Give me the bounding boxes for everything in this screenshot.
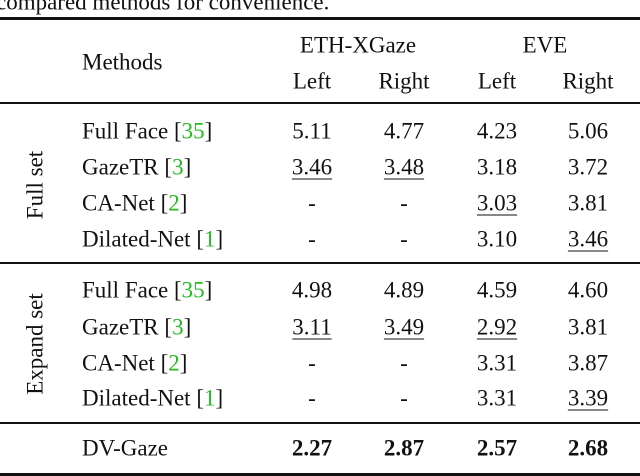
bottom-rule	[0, 473, 640, 476]
cell: 4.23	[476, 118, 518, 144]
dataset-header: EVE	[522, 32, 568, 58]
cell: 3.81	[567, 190, 609, 216]
cite-ref: 35	[181, 118, 205, 144]
cell: 4.89	[383, 277, 425, 303]
cell: 3.72	[567, 154, 609, 180]
final-cell: 2.27	[291, 435, 333, 461]
method-text: GazeTR	[82, 314, 165, 340]
cite-ref: 35	[181, 277, 205, 303]
cite-close: ]	[183, 154, 192, 180]
dataset-header: ETH-XGaze	[299, 32, 417, 58]
cite-close: ]	[183, 314, 192, 340]
cell: 3.10	[476, 226, 518, 252]
cell: -	[308, 226, 316, 252]
cite-ref: 1	[204, 385, 216, 411]
cite-open: [	[164, 154, 173, 180]
cite-open: [	[160, 350, 169, 376]
group-label: Full set	[22, 150, 48, 220]
method-name: Full Face [35]	[82, 279, 212, 302]
method-name: Dilated-Net [1]	[82, 228, 223, 251]
cell: 4.60	[567, 277, 609, 303]
cell: -	[308, 350, 316, 376]
methods-header: Methods	[82, 49, 163, 75]
cell: 3.31	[476, 350, 518, 376]
group-rule	[0, 262, 640, 264]
cite-open: [	[164, 314, 173, 340]
eye-header: Right	[378, 68, 430, 94]
group-label: Expand set	[22, 293, 48, 395]
cell: -	[400, 350, 408, 376]
method-text: CA-Net	[82, 350, 161, 376]
cell: -	[400, 226, 408, 252]
cell: 3.46	[291, 154, 333, 180]
cite-close: ]	[215, 385, 224, 411]
cite-ref: 1	[204, 226, 216, 252]
method-name: GazeTR [3]	[82, 156, 191, 179]
cite-ref: 2	[168, 190, 180, 216]
method-text: CA-Net	[82, 190, 161, 216]
cite-open: [	[196, 226, 204, 252]
final-cell: 2.57	[476, 435, 518, 461]
cell: 3.03	[476, 190, 518, 216]
cell: 3.48	[383, 154, 425, 180]
cell: -	[308, 385, 316, 411]
cite-close: ]	[215, 226, 224, 252]
cell: -	[308, 190, 316, 216]
cell: 4.98	[291, 277, 333, 303]
cite-close: ]	[204, 277, 213, 303]
eye-header: Right	[562, 68, 614, 94]
method-text: Full Face	[82, 118, 174, 144]
cite-open: [	[174, 118, 182, 144]
method-text: Dilated-Net	[82, 226, 197, 252]
method-name: Full Face [35]	[82, 120, 212, 143]
cite-close: ]	[179, 190, 188, 216]
cite-close: ]	[179, 350, 188, 376]
method-name: Dilated-Net [1]	[82, 387, 223, 410]
cite-close: ]	[204, 118, 213, 144]
cite-open: [	[196, 385, 204, 411]
method-text: Dilated-Net	[82, 385, 197, 411]
cite-open: [	[160, 190, 169, 216]
cell: 2.92	[476, 314, 518, 340]
cell: 3.87	[567, 350, 609, 376]
cell: 3.81	[567, 314, 609, 340]
cite-open: [	[174, 277, 182, 303]
cell: 3.18	[476, 154, 518, 180]
cell: 4.59	[476, 277, 518, 303]
cell: 5.11	[292, 118, 332, 144]
cell: 3.49	[383, 314, 425, 340]
top-rule	[0, 17, 640, 20]
eye-header: Left	[292, 68, 332, 94]
method-text: Full Face	[82, 277, 174, 303]
cell: 3.46	[567, 226, 609, 252]
caption-fragment: compared methods for convenience.	[0, 0, 330, 15]
eye-header: Left	[477, 68, 517, 94]
final-cell: 2.87	[383, 435, 425, 461]
final-rule	[0, 422, 640, 424]
cell: 3.31	[476, 385, 518, 411]
method-text: GazeTR	[82, 154, 165, 180]
method-name: CA-Net [2]	[82, 192, 187, 215]
cell: 4.77	[383, 118, 425, 144]
cell: 5.06	[567, 118, 609, 144]
cell: 3.39	[567, 385, 609, 411]
cell: -	[400, 190, 408, 216]
method-name: GazeTR [3]	[82, 316, 191, 339]
cell: 3.11	[292, 314, 332, 340]
final-cell: 2.68	[567, 435, 609, 461]
cite-ref: 2	[168, 350, 180, 376]
final-method: DV-Gaze	[82, 435, 169, 461]
header-rule	[0, 102, 640, 104]
cite-ref: 3	[172, 154, 184, 180]
cite-ref: 3	[172, 314, 184, 340]
method-name: CA-Net [2]	[82, 352, 187, 375]
cell: -	[400, 385, 408, 411]
